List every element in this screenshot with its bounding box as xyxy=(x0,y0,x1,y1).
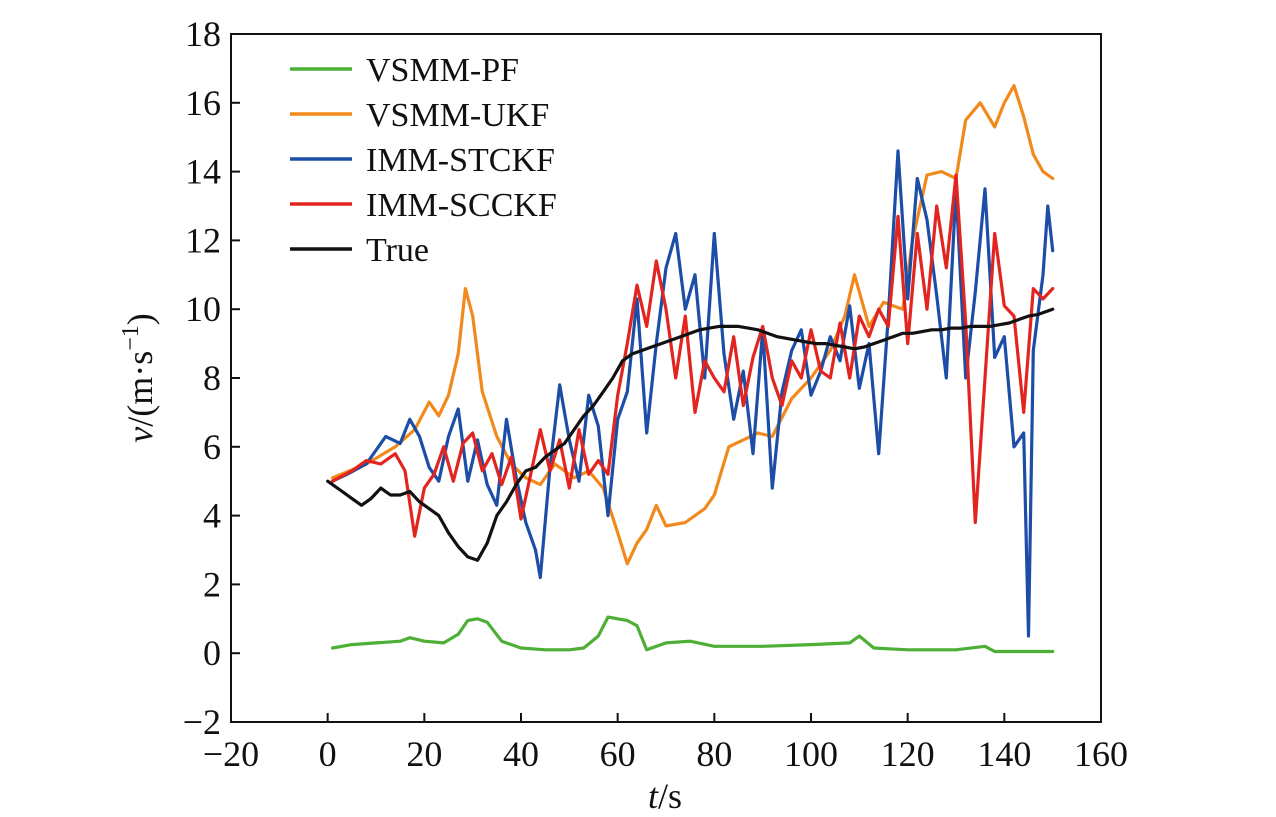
series-line-imm-stckf xyxy=(330,149,1055,638)
legend-label-imm-scckf: IMM-SCCKF xyxy=(366,187,557,224)
y-tick-label: 10 xyxy=(185,289,221,329)
y-tick-label: 12 xyxy=(185,220,221,260)
series-line-true xyxy=(326,307,1055,562)
x-axis-label-unit: /s xyxy=(658,776,682,816)
y-axis-label-exponent: −1 xyxy=(118,325,144,351)
legend-label-imm-stckf: IMM-STCKF xyxy=(366,142,555,179)
y-tick-label: 18 xyxy=(185,14,221,54)
series-line-vsmm-pf xyxy=(330,615,1055,654)
y-tick-label: 0 xyxy=(203,633,221,673)
y-tick-label: 4 xyxy=(203,496,221,536)
series-line-vsmm-ukf xyxy=(330,83,1055,566)
series-lines xyxy=(326,83,1055,654)
x-tick-label: 160 xyxy=(1074,734,1128,774)
x-tick-label: 120 xyxy=(881,734,935,774)
y-axis-label-unit: /(m·s xyxy=(120,351,160,427)
y-tick-label: 2 xyxy=(203,564,221,604)
legend-label-true: True xyxy=(366,232,429,269)
x-axis-label-var: t xyxy=(648,776,659,816)
series-line-imm-scckf xyxy=(330,173,1055,538)
y-axis-label-close: ) xyxy=(120,313,160,325)
plot-frame xyxy=(230,33,1102,723)
y-tick-label: 8 xyxy=(203,358,221,398)
x-tick-label: 100 xyxy=(784,734,838,774)
x-tick-label: 140 xyxy=(977,734,1031,774)
legend-label-vsmm-pf: VSMM-PF xyxy=(366,52,519,89)
x-tick-label: 60 xyxy=(600,734,636,774)
y-axis-label: v/(m·s−1) xyxy=(118,313,160,443)
legend: VSMM-PF VSMM-UKF IMM-STCKF IMM-SCCKF True xyxy=(290,52,557,269)
x-tick-label: 40 xyxy=(503,734,539,774)
x-tick-label: 20 xyxy=(406,734,442,774)
x-tick-label: 0 xyxy=(319,734,337,774)
y-tick-label: 6 xyxy=(203,427,221,467)
y-tick-label: 14 xyxy=(185,152,221,192)
y-tick-label: −2 xyxy=(183,702,221,742)
legend-label-vsmm-ukf: VSMM-UKF xyxy=(366,97,549,134)
x-tick-label: 80 xyxy=(696,734,732,774)
x-axis-label: t/s xyxy=(648,776,682,816)
y-tick-label: 16 xyxy=(185,83,221,123)
y-axis-label-var: v xyxy=(120,427,160,443)
y-axis-ticks: −2 0 2 4 6 8 10 12 14 16 18 xyxy=(183,14,240,742)
x-axis-ticks: −20 0 20 40 60 80 100 120 140 160 xyxy=(203,713,1128,774)
x-tick-label: −20 xyxy=(203,734,259,774)
